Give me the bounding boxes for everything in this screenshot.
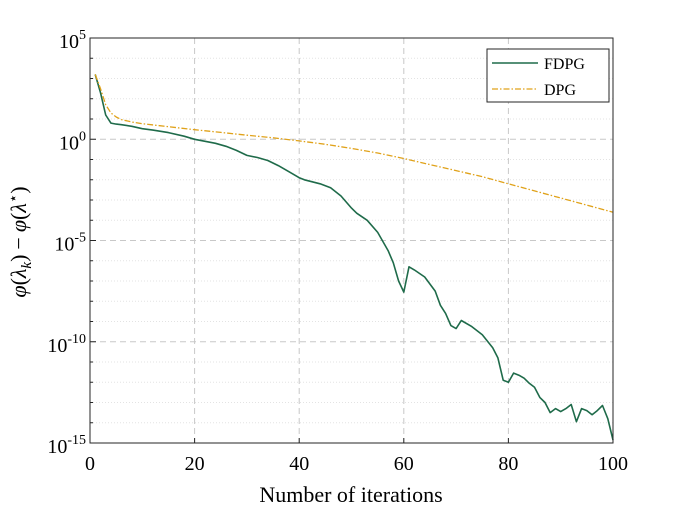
y-tick-label: 100 bbox=[59, 129, 86, 154]
y-tick-label: 105 bbox=[59, 28, 86, 53]
y-tick-label: 10-15 bbox=[47, 433, 86, 458]
y-label-minus: − bbox=[6, 237, 31, 249]
series-line-fdpg bbox=[94, 74, 614, 441]
ticks bbox=[89, 37, 614, 444]
y-tick-exponent: 5 bbox=[79, 28, 86, 43]
y-label-f1: φ bbox=[6, 285, 31, 297]
x-tick-labels: 0 20 40 60 80 100 bbox=[85, 453, 628, 475]
y-tick-base: 10 bbox=[47, 436, 67, 458]
y-tick-exponent: -5 bbox=[74, 231, 86, 246]
legend: FDPG DPG bbox=[486, 48, 610, 103]
y-tick-base: 10 bbox=[47, 335, 67, 357]
series-layer bbox=[94, 74, 614, 441]
x-tick-label: 100 bbox=[598, 453, 628, 475]
y-axis-label: φ(λk)−φ(λ⋆) bbox=[6, 186, 35, 297]
x-tick-label: 60 bbox=[394, 453, 414, 475]
y-label-lambda2: λ bbox=[6, 203, 31, 214]
y-label-sup2: ⋆ bbox=[6, 194, 22, 203]
x-tick-label: 20 bbox=[185, 453, 205, 475]
y-tick-base: 10 bbox=[54, 234, 74, 256]
y-label-lambda1: λ bbox=[6, 269, 31, 280]
x-axis-label: Number of iterations bbox=[259, 482, 442, 507]
y-label-f2: φ bbox=[6, 220, 31, 232]
legend-label-dpg: DPG bbox=[544, 82, 576, 99]
x-tick-label: 80 bbox=[498, 453, 518, 475]
y-tick-labels: 105 100 10-5 10-10 10-15 bbox=[47, 28, 86, 458]
y-tick-exponent: -10 bbox=[67, 332, 86, 347]
y-tick-label: 10-10 bbox=[47, 332, 86, 357]
y-tick-exponent: -15 bbox=[67, 433, 86, 448]
legend-box bbox=[486, 48, 610, 103]
y-label-close2: ) bbox=[6, 186, 31, 193]
y-tick-label: 10-5 bbox=[54, 231, 86, 256]
y-tick-exponent: 0 bbox=[79, 129, 86, 144]
y-tick-base: 10 bbox=[59, 132, 79, 154]
y-tick-base: 10 bbox=[59, 31, 79, 53]
x-tick-label: 40 bbox=[289, 453, 309, 475]
y-label-close1: ) bbox=[6, 255, 31, 262]
legend-label-fdpg: FDPG bbox=[544, 56, 585, 73]
x-tick-label: 0 bbox=[85, 453, 95, 475]
y-label-open1: ( bbox=[6, 278, 31, 285]
y-label-sub1: k bbox=[19, 262, 35, 269]
series-line-dpg bbox=[94, 74, 614, 213]
y-label-open2: ( bbox=[6, 213, 31, 220]
